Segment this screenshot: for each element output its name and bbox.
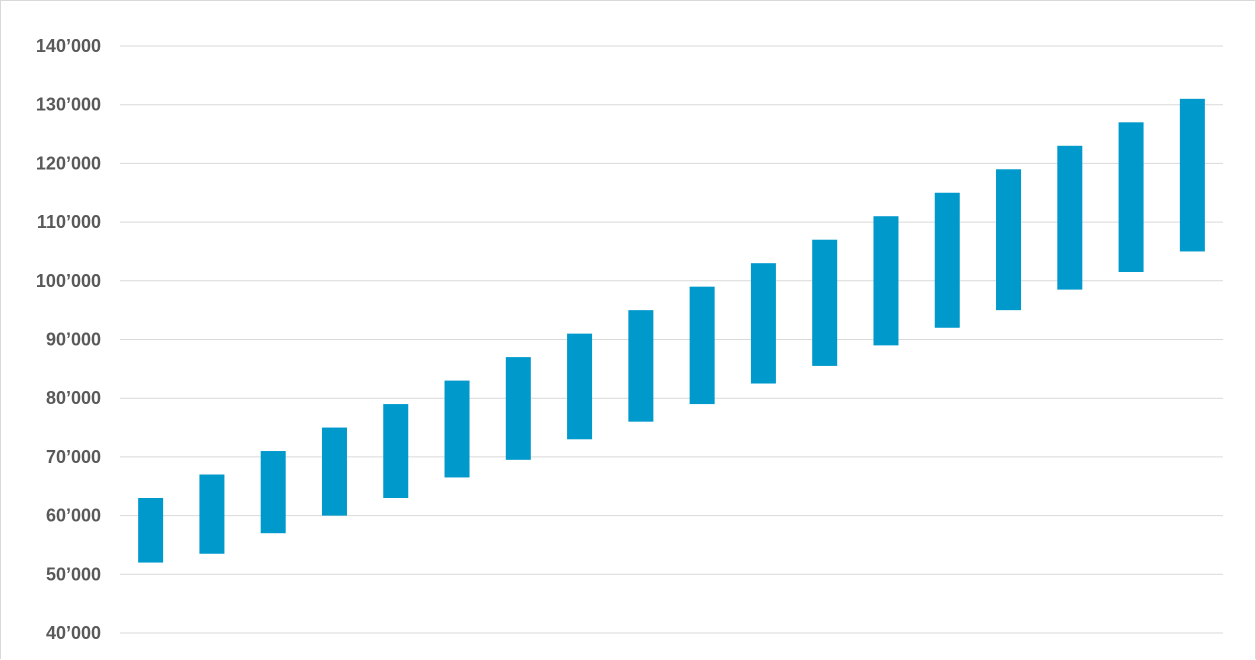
y-tick-label: 120’000	[36, 153, 101, 173]
range-bar	[138, 497, 164, 563]
y-axis-tick-labels: 140’000 130’000 120’000 110’000 100’000 90’00…	[36, 36, 101, 643]
y-tick-label: 90’000	[46, 330, 101, 350]
range-bar	[628, 310, 654, 422]
range-bar	[996, 169, 1022, 311]
range-bar	[750, 263, 776, 384]
range-bar	[505, 357, 531, 460]
range-bar	[873, 216, 899, 346]
y-tick-label: 70’000	[46, 447, 101, 467]
y-tick-label: 80’000	[46, 388, 101, 408]
y-tick-label: 50’000	[46, 564, 101, 584]
range-bar	[260, 451, 286, 534]
range-bar	[1118, 122, 1144, 272]
range-bar	[1057, 145, 1083, 290]
y-tick-label: 130’000	[36, 95, 101, 115]
range-bars	[138, 98, 1205, 563]
range-bar	[689, 286, 715, 405]
y-tick-label: 40’000	[46, 623, 101, 643]
range-bar	[812, 239, 838, 366]
range-bar	[1179, 98, 1205, 252]
gridlines	[120, 45, 1223, 634]
range-bar	[934, 192, 960, 328]
range-bar	[567, 333, 593, 440]
y-tick-label: 110’000	[37, 212, 101, 232]
y-tick-label: 140’000	[36, 36, 101, 56]
range-bar	[383, 404, 409, 498]
range-bar	[444, 380, 470, 478]
y-tick-label: 60’000	[46, 506, 101, 526]
y-tick-label: 100’000	[36, 271, 101, 291]
range-bar	[321, 427, 347, 516]
range-bar	[199, 474, 225, 554]
